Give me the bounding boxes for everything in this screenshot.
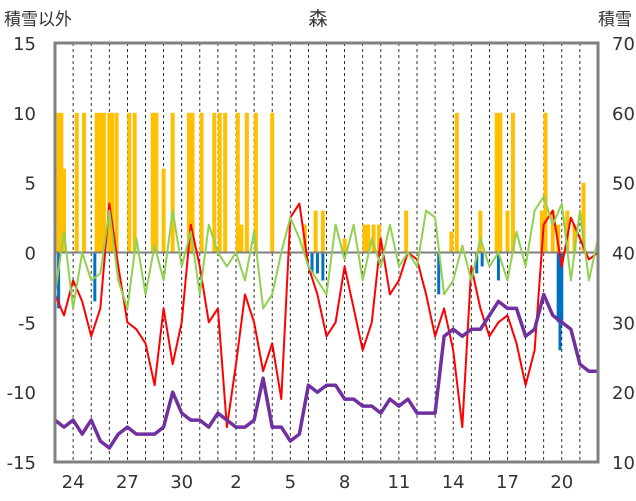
precip-bar	[74, 112, 79, 253]
precip-bar	[154, 112, 159, 253]
precip-bar	[56, 112, 61, 253]
x-tick-label: 11	[387, 472, 410, 493]
precip-bar	[161, 168, 166, 253]
precip-bar	[362, 224, 367, 253]
left-tick-label: -5	[18, 313, 36, 334]
right-tick-label: 50	[612, 174, 635, 195]
left-tick-label: 10	[13, 104, 36, 125]
series-line-red	[54, 202, 599, 429]
precip-bar	[62, 168, 67, 253]
right-tick-label: 10	[612, 453, 635, 474]
precip-bar	[239, 224, 244, 253]
x-tick-label: 20	[550, 472, 573, 493]
precip-bar	[132, 112, 137, 253]
precip-bar	[404, 210, 409, 253]
left-axis-ticks: 15 10 5 0 -5 -10 -15	[7, 34, 36, 474]
precip-bar	[107, 112, 112, 253]
precip-bar	[581, 182, 586, 253]
precip-bar	[371, 224, 376, 253]
x-tick-label: 17	[496, 472, 519, 493]
right-tick-label: 60	[612, 104, 635, 125]
precip-bar	[565, 210, 570, 253]
x-tick-label: 5	[285, 472, 296, 493]
precip-bar	[550, 210, 555, 253]
negative-bar	[558, 252, 562, 351]
negative-bars	[57, 252, 564, 351]
precip-bar	[494, 112, 499, 253]
precip-bar	[186, 112, 191, 253]
precip-bar	[59, 112, 64, 253]
right-tick-label: 70	[612, 34, 635, 55]
left-tick-label: 0	[25, 244, 36, 265]
right-axis-ticks: 70 60 50 40 30 20 10	[612, 34, 635, 474]
precip-bar	[114, 112, 119, 253]
x-tick-label: 14	[442, 472, 465, 493]
right-axis-label: 積雪	[598, 10, 632, 30]
precip-bar	[94, 112, 99, 253]
precip-bar	[110, 112, 115, 253]
precip-bar	[190, 112, 195, 253]
left-tick-label: 5	[25, 174, 36, 195]
snow-depth-line	[53, 292, 598, 450]
negative-bar	[321, 252, 325, 281]
precip-bar	[320, 210, 325, 253]
negative-bar	[496, 252, 500, 281]
left-tick-label: 15	[13, 34, 36, 55]
precip-bar	[101, 112, 106, 253]
precip-bar	[449, 231, 454, 253]
plot-frame	[53, 41, 600, 464]
precip-bar	[81, 112, 86, 253]
precip-bar	[366, 224, 371, 253]
x-tick-label: 30	[170, 472, 193, 493]
precip-bar	[223, 112, 228, 253]
precip-bar	[376, 224, 381, 253]
negative-bar	[556, 252, 560, 323]
x-axis-ticks: 24 27 30 2 5 8 11 14 17 20	[62, 472, 574, 493]
precip-bar	[170, 112, 175, 253]
negative-bar	[475, 252, 479, 274]
precip-bar	[313, 210, 318, 253]
x-tick-label: 27	[116, 472, 139, 493]
precip-bars	[56, 112, 586, 253]
precip-bar	[572, 224, 577, 253]
x-tick-label: 24	[62, 472, 85, 493]
right-tick-label: 40	[612, 244, 635, 265]
series-line-green	[54, 195, 599, 310]
x-tick-label: 8	[339, 472, 350, 493]
precip-bar	[505, 210, 510, 253]
right-tick-label: 30	[612, 313, 635, 334]
precip-bar	[212, 112, 217, 253]
precip-bar	[498, 112, 503, 253]
precip-bar	[217, 112, 222, 253]
precip-bar	[342, 238, 347, 253]
precip-bar	[270, 112, 275, 253]
precip-bar	[150, 112, 155, 253]
negative-bar	[560, 252, 564, 323]
precip-bar	[253, 112, 258, 253]
left-axis-label: 積雪以外	[4, 10, 72, 30]
x-tick-label: 2	[230, 472, 241, 493]
precip-bar	[510, 112, 515, 253]
negative-bar	[310, 252, 314, 274]
negative-bar	[57, 252, 61, 309]
precip-bar	[244, 112, 249, 253]
chart-title: 森	[308, 8, 327, 30]
precip-bar	[539, 210, 544, 253]
negative-bar	[480, 252, 484, 267]
precip-bar	[478, 210, 483, 253]
negative-bar	[437, 252, 441, 295]
left-tick-label: -10	[7, 383, 36, 404]
precip-bar	[454, 112, 459, 253]
precip-bar	[235, 112, 240, 253]
precip-bar	[127, 112, 132, 253]
precip-bar	[199, 112, 204, 253]
series-lines	[53, 195, 599, 450]
negative-bar	[315, 252, 319, 274]
precip-bar	[543, 112, 548, 253]
left-tick-label: -15	[7, 453, 36, 474]
precip-bar	[98, 112, 103, 253]
right-tick-label: 20	[612, 383, 635, 404]
